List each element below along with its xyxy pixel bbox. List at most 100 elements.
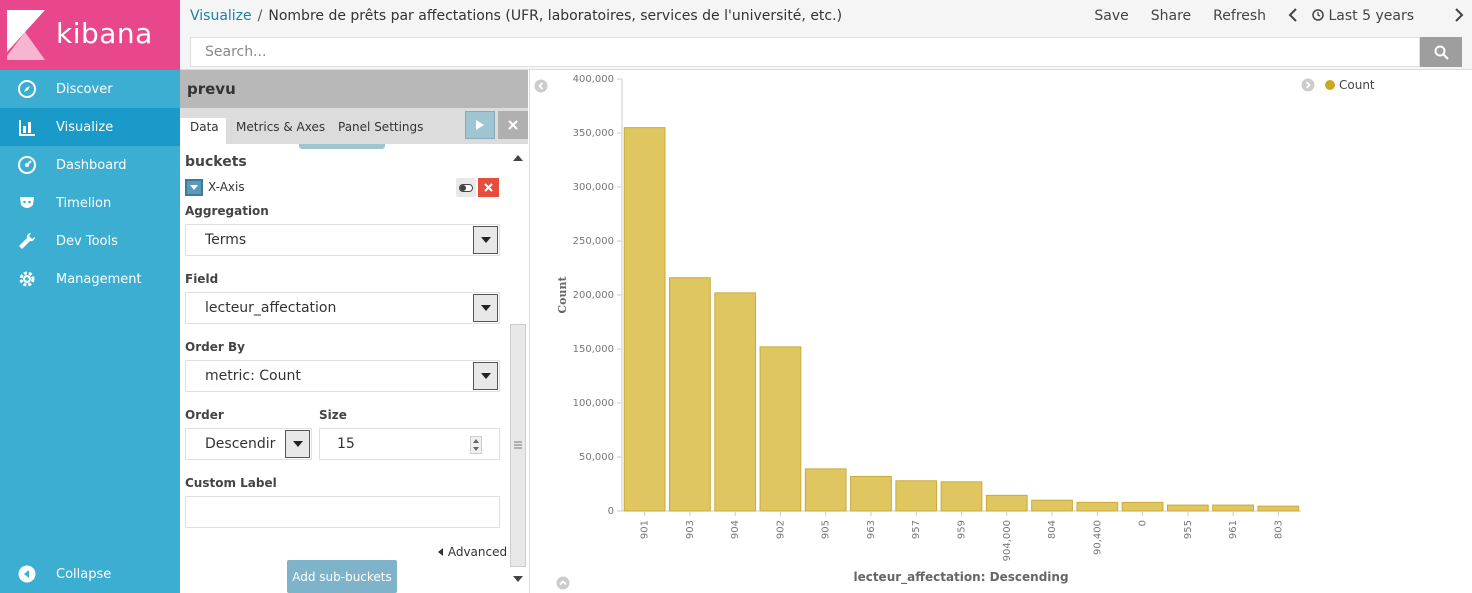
search-button[interactable] xyxy=(1420,37,1462,67)
x-tick-label: 955 xyxy=(1183,520,1194,539)
sidebar-item-dashboard[interactable]: Dashboard xyxy=(0,146,180,184)
time-range-label: Last 5 years xyxy=(1328,8,1415,24)
y-axis-title: Count xyxy=(556,275,569,313)
x-tick-label: 902 xyxy=(775,520,786,539)
sidebar-item-dev-tools[interactable]: Dev Tools xyxy=(0,222,180,260)
editor-header: prevu xyxy=(180,70,528,108)
apply-changes-button[interactable] xyxy=(465,111,495,139)
bar[interactable] xyxy=(895,480,938,512)
bar[interactable] xyxy=(985,494,1028,512)
legend-item-count[interactable]: Count xyxy=(1339,78,1375,92)
bar[interactable] xyxy=(759,346,802,512)
y-tick-label: 50,000 xyxy=(579,452,614,463)
size-input[interactable]: 15 xyxy=(319,428,500,460)
sidebar-item-timelion[interactable]: Timelion xyxy=(0,184,180,222)
time-forward-button[interactable] xyxy=(1454,8,1464,26)
x-tick-label: 804 xyxy=(1047,520,1058,539)
bar[interactable] xyxy=(1121,501,1164,512)
search-input[interactable]: Search... xyxy=(190,37,1420,67)
tab-metrics-axes[interactable]: Metrics & Axes xyxy=(236,120,326,134)
sidebar: kibana Discover Visualize Dashboard Time… xyxy=(0,0,180,593)
share-button[interactable]: Share xyxy=(1150,8,1192,24)
sidebar-item-label: Management xyxy=(56,271,142,287)
grip-icon xyxy=(514,441,522,449)
bar[interactable] xyxy=(850,475,892,512)
bar[interactable] xyxy=(804,468,847,512)
sidebar-collapse[interactable]: Collapse xyxy=(0,555,180,593)
order-select[interactable]: Descendir xyxy=(185,428,312,460)
size-label: Size xyxy=(319,408,347,422)
time-back-button[interactable] xyxy=(1288,8,1298,26)
dropdown-arrow-icon xyxy=(473,226,498,254)
legend-toggle-icon[interactable] xyxy=(1301,78,1315,92)
page-title: Nombre de prêts par affectations (UFR, l… xyxy=(268,8,843,24)
collapse-label: Collapse xyxy=(56,566,112,582)
bar[interactable] xyxy=(1257,505,1300,512)
bar[interactable] xyxy=(940,481,983,512)
bar[interactable] xyxy=(1031,499,1073,512)
field-select[interactable]: lecteur_affectation xyxy=(185,292,500,324)
sidebar-item-discover[interactable]: Discover xyxy=(0,70,180,108)
x-tick-label: 803 xyxy=(1273,520,1284,539)
number-spinner-icon[interactable] xyxy=(470,435,482,454)
sidebar-item-label: Dev Tools xyxy=(56,233,118,249)
dropdown-arrow-icon xyxy=(473,294,498,322)
y-tick-label: 250,000 xyxy=(573,236,614,247)
vis-editor-sidebar: prevu Data Metrics & Axes Panel Settings… xyxy=(180,70,530,593)
scroll-down-icon[interactable] xyxy=(508,573,528,585)
custom-label-input[interactable] xyxy=(185,496,500,528)
scroll-thumb[interactable] xyxy=(510,324,526,567)
caret-left-icon xyxy=(438,548,443,556)
sidebar-item-label: Timelion xyxy=(56,195,112,211)
aggregation-label: Aggregation xyxy=(185,204,269,218)
bar[interactable] xyxy=(1212,504,1254,512)
chevron-left-icon xyxy=(1288,8,1297,22)
advanced-toggle[interactable]: Advanced xyxy=(438,545,507,559)
x-tick-label: 90,400 xyxy=(1092,520,1103,555)
bar[interactable] xyxy=(1166,504,1209,512)
custom-label-label: Custom Label xyxy=(185,476,277,490)
sidebar-item-management[interactable]: Management xyxy=(0,260,180,298)
tab-data[interactable]: Data xyxy=(190,120,219,134)
add-sub-buckets-button[interactable]: Add sub-buckets xyxy=(287,560,397,593)
save-button[interactable]: Save xyxy=(1094,8,1129,24)
bar[interactable] xyxy=(669,277,711,512)
x-axis-toggle-button[interactable] xyxy=(185,179,203,196)
timelion-icon xyxy=(18,194,36,212)
bar[interactable] xyxy=(1076,501,1119,512)
bar[interactable] xyxy=(714,292,757,512)
order-by-select[interactable]: metric: Count xyxy=(185,360,500,392)
kibana-logo[interactable]: kibana xyxy=(0,0,180,70)
sidebar-item-visualize[interactable]: Visualize xyxy=(0,108,180,146)
discard-changes-button[interactable] xyxy=(498,111,528,139)
legend: Count xyxy=(1301,78,1375,92)
sidebar-item-label: Dashboard xyxy=(56,157,127,173)
buckets-heading: buckets xyxy=(185,154,247,170)
toggle-icon xyxy=(459,183,473,192)
breadcrumb-visualize-link[interactable]: Visualize xyxy=(190,8,252,24)
toggle-aggregation-button[interactable] xyxy=(456,178,476,197)
scroll-up-icon[interactable] xyxy=(508,152,528,164)
collapse-editor-icon[interactable] xyxy=(534,79,548,93)
y-tick-label: 400,000 xyxy=(573,74,614,85)
remove-aggregation-button[interactable] xyxy=(478,178,499,197)
order-value: Descendir xyxy=(205,436,276,452)
y-tick-label: 150,000 xyxy=(573,344,614,355)
bar-chart-icon xyxy=(18,118,36,136)
toggle-spy-icon[interactable] xyxy=(556,576,570,590)
field-label: Field xyxy=(185,272,219,286)
dashboard-icon xyxy=(18,156,36,174)
editor-body: buckets X-Axis Aggregation Terms Field l… xyxy=(180,144,507,593)
x-tick-label: 901 xyxy=(640,520,651,539)
refresh-button[interactable]: Refresh xyxy=(1213,8,1267,24)
x-tick-label: 904 xyxy=(730,520,741,539)
tab-panel-settings[interactable]: Panel Settings xyxy=(338,120,424,134)
bar[interactable] xyxy=(623,127,666,512)
metric-button-edge[interactable] xyxy=(299,144,385,149)
x-tick-label: 903 xyxy=(685,520,696,539)
time-picker-button[interactable]: Last 5 years xyxy=(1312,8,1436,26)
collapse-icon xyxy=(18,565,36,583)
legend-swatch-icon xyxy=(1325,80,1335,90)
top-menu: Save Share Refresh Last 5 years xyxy=(1094,8,1472,26)
aggregation-select[interactable]: Terms xyxy=(185,224,500,256)
